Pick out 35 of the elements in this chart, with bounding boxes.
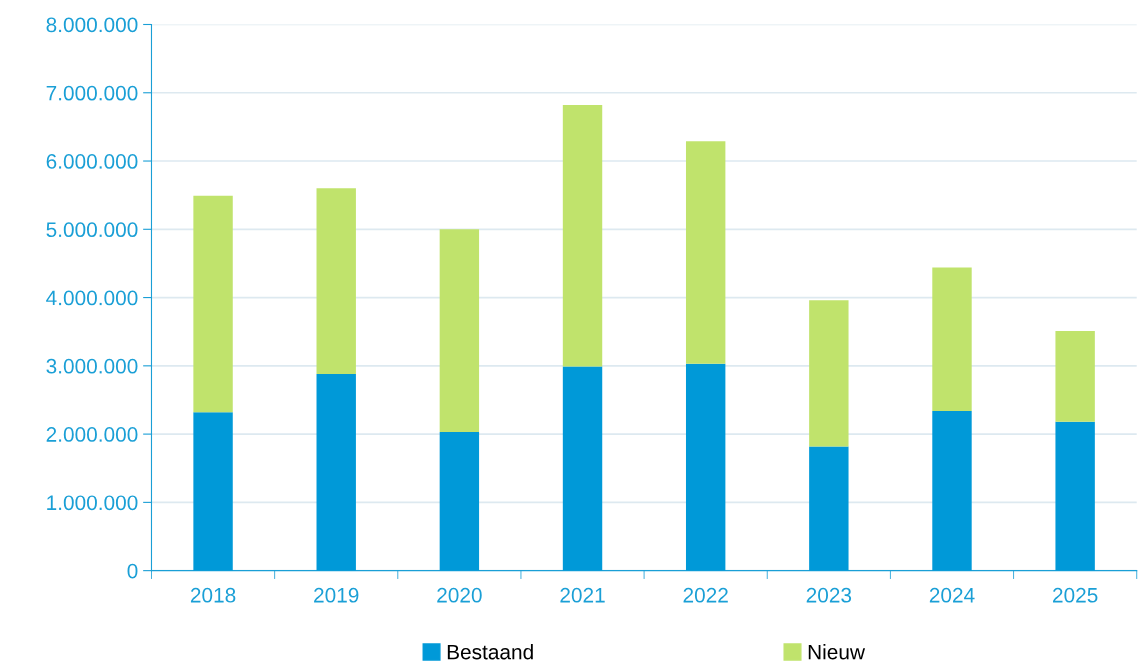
y-tick-label: 0 <box>127 563 138 579</box>
y-tick-label: 6.000.000 <box>46 154 138 169</box>
legend-label: Nieuw <box>808 644 866 660</box>
bar <box>932 267 972 411</box>
y-tick-label: 3.000.000 <box>46 358 138 374</box>
y-tick-label: 2.000.000 <box>46 427 138 442</box>
bar <box>1055 331 1095 422</box>
x-tick-label: 2024 <box>929 587 975 603</box>
x-tick-label: 2021 <box>560 587 605 603</box>
x-tick-label: 2025 <box>1053 587 1098 603</box>
y-tick-label: 7.000.000 <box>46 85 138 101</box>
x-tick-label: 2018 <box>190 587 236 603</box>
bar <box>316 374 356 571</box>
bar <box>562 105 603 367</box>
x-tick-label: 2023 <box>806 587 852 603</box>
bar <box>685 363 726 571</box>
y-tick-label: 5.000.000 <box>46 222 138 238</box>
y-tick-label: 4.000.000 <box>46 290 138 306</box>
bar <box>316 188 356 375</box>
x-tick-label: 2019 <box>314 587 359 603</box>
bar <box>439 432 480 571</box>
x-tick-label: 2022 <box>683 587 728 603</box>
bar <box>685 141 726 364</box>
y-tick-label: 8.000.000 <box>46 17 138 33</box>
bar <box>193 195 233 413</box>
bar <box>932 410 972 571</box>
x-tick-label: 2020 <box>437 587 482 603</box>
bar <box>809 300 849 447</box>
bar <box>193 412 233 571</box>
y-tick-label: 1.000.000 <box>47 495 138 511</box>
bar <box>562 366 603 571</box>
bar <box>1055 421 1095 571</box>
bar <box>809 446 849 571</box>
legend-label: Bestaand <box>447 644 533 660</box>
bar <box>439 229 480 433</box>
